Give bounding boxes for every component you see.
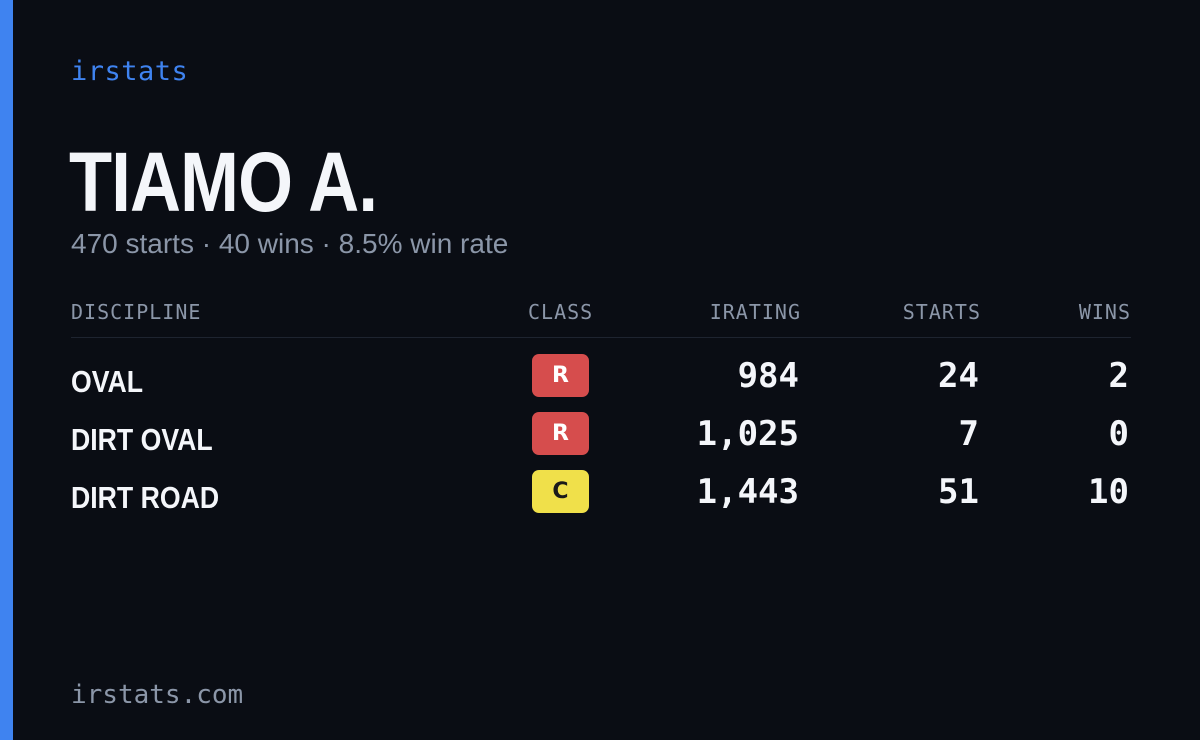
accent-bar — [0, 0, 13, 740]
wins-value: 0 — [1108, 414, 1129, 454]
brand-logo-text: irstats — [71, 56, 189, 87]
header-discipline: DISCIPLINE — [71, 300, 202, 324]
table-row: OVAL R 984 24 2 — [71, 354, 1131, 412]
starts-value: 51 — [938, 472, 979, 512]
irating-value: 1,025 — [696, 414, 799, 454]
header-class: CLASS — [528, 300, 594, 324]
starts-value: 24 — [938, 356, 979, 396]
header-wins: WINS — [1078, 300, 1131, 324]
class-badge: R — [532, 354, 589, 397]
irating-value: 1,443 — [696, 472, 799, 512]
table-row: DIRT OVAL R 1,025 7 0 — [71, 412, 1131, 470]
discipline-name: OVAL — [71, 364, 144, 399]
header-irating: IRATING — [709, 300, 801, 324]
driver-name: TIAMO A. — [69, 135, 378, 229]
discipline-name: DIRT OVAL — [71, 422, 213, 457]
header-starts: STARTS — [902, 300, 981, 324]
table-row: DIRT ROAD C 1,443 51 10 — [71, 470, 1131, 528]
class-badge: R — [532, 412, 589, 455]
discipline-name: DIRT ROAD — [71, 480, 220, 515]
table-body: OVAL R 984 24 2 DIRT OVAL R 1,025 7 0 DI… — [71, 338, 1131, 528]
starts-value: 7 — [958, 414, 979, 454]
table-header-row: DISCIPLINE CLASS IRATING STARTS WINS — [71, 296, 1131, 338]
irating-value: 984 — [737, 356, 799, 396]
wins-value: 2 — [1108, 356, 1129, 396]
discipline-table: DISCIPLINE CLASS IRATING STARTS WINS OVA… — [71, 296, 1131, 528]
driver-summary: 470 starts · 40 wins · 8.5% win rate — [71, 228, 509, 259]
wins-value: 10 — [1088, 472, 1129, 512]
class-badge: C — [532, 470, 589, 513]
footer-url: irstats.com — [71, 680, 244, 710]
